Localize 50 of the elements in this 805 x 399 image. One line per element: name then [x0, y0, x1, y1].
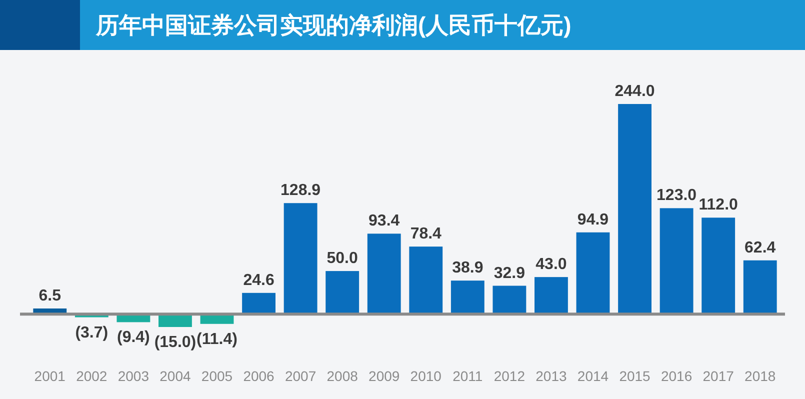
bar: [702, 218, 736, 314]
x-tick-label: 2007: [284, 368, 316, 384]
bar: [618, 104, 652, 314]
data-label: 78.4: [410, 226, 442, 243]
bar: [660, 208, 694, 314]
data-label: 43.0: [536, 256, 567, 274]
x-tick-label: 2013: [536, 368, 568, 384]
data-label: 93.4: [368, 212, 400, 230]
x-tick-label: 2006: [243, 368, 275, 384]
data-label: 112.0: [698, 196, 738, 214]
data-label: 244.0: [614, 83, 655, 100]
data-label: 38.9: [452, 260, 484, 277]
x-tick-label: 2009: [368, 368, 400, 384]
data-label: (15.0): [154, 334, 196, 351]
bar: [367, 234, 401, 314]
data-label: 123.0: [656, 187, 697, 204]
x-tick-label: 2008: [326, 368, 358, 384]
x-tick-label: 2002: [76, 368, 108, 384]
data-label: (11.4): [196, 330, 238, 348]
x-tick-label: 2016: [660, 368, 692, 384]
x-tick-label: 2004: [160, 368, 192, 384]
bar: [284, 203, 318, 314]
data-label: 50.0: [326, 250, 358, 268]
bar: [409, 246, 443, 314]
bar: [450, 280, 484, 314]
data-label: 62.4: [744, 239, 776, 256]
x-tick-label: 2012: [494, 368, 526, 384]
bar: [743, 260, 777, 314]
data-label: (9.4): [116, 329, 150, 346]
x-tick-label: 2005: [201, 368, 233, 384]
x-tick-label: 2003: [118, 368, 150, 384]
x-tick-label: 2010: [410, 368, 442, 384]
bar: [492, 286, 526, 314]
bar: [534, 277, 568, 314]
data-label: 94.9: [577, 211, 609, 228]
bar: [326, 271, 360, 314]
data-label: 24.6: [243, 272, 274, 289]
bar: [242, 292, 276, 314]
x-tick-label: 2018: [744, 368, 776, 384]
x-tick-label: 2014: [577, 368, 609, 384]
chart-title: 历年中国证券公司实现的净利润(人民币十亿元): [95, 12, 572, 38]
x-tick-label: 2017: [702, 368, 734, 384]
data-label: 6.5: [38, 287, 62, 304]
data-label: 32.9: [494, 264, 526, 282]
bar: [576, 232, 610, 314]
x-tick-label: 2001: [34, 368, 66, 384]
data-label: 128.9: [280, 182, 321, 200]
x-tick-label: 2015: [619, 368, 651, 384]
x-tick-label: 2011: [452, 368, 483, 384]
data-label: (3.7): [75, 324, 108, 342]
